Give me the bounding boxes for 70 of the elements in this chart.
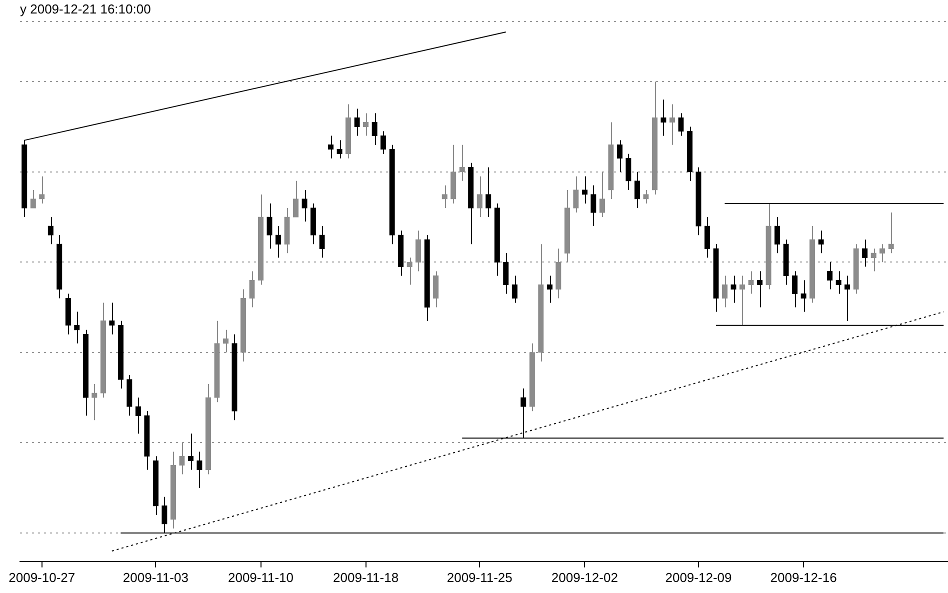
candlestick xyxy=(582,176,588,204)
candlestick xyxy=(292,180,299,218)
candlestick xyxy=(372,112,378,146)
candlestick xyxy=(756,270,763,308)
candlestick xyxy=(406,257,412,286)
candlestick xyxy=(109,302,115,335)
candlestick xyxy=(266,202,272,250)
candlestick xyxy=(512,275,518,304)
candlestick xyxy=(826,262,833,290)
candlestick xyxy=(354,108,360,136)
candlestick xyxy=(48,216,54,245)
candlestick xyxy=(616,140,623,172)
candlestick xyxy=(433,270,439,308)
candlestick xyxy=(222,329,229,353)
candlestick xyxy=(800,280,806,312)
x-tick-label: 2009-11-03 xyxy=(122,570,188,585)
candlestick xyxy=(818,230,824,254)
candlestick xyxy=(880,244,886,263)
candlestick xyxy=(626,153,632,190)
candlestick xyxy=(836,270,842,294)
candlestick xyxy=(599,171,606,218)
candlestick xyxy=(730,275,736,304)
candlestick xyxy=(748,270,754,294)
x-tick-label: 2009-11-10 xyxy=(228,570,294,585)
x-tick-label: 2009-12-09 xyxy=(665,570,732,585)
candlestick xyxy=(135,397,142,434)
candlestick xyxy=(442,184,448,209)
candlestick xyxy=(486,166,492,218)
candlestick xyxy=(179,442,185,475)
candlestick xyxy=(302,189,308,222)
x-tick-label: 2009-10-27 xyxy=(8,570,76,585)
candlestick xyxy=(862,239,868,268)
candlestick xyxy=(546,275,552,304)
candlestick xyxy=(722,275,728,308)
candlestick xyxy=(188,433,194,470)
candlestick xyxy=(39,176,45,204)
candlestick xyxy=(704,216,710,258)
candlestick xyxy=(669,104,676,146)
candlestick xyxy=(319,226,325,258)
candlestick xyxy=(380,130,386,154)
candlestick xyxy=(362,112,369,136)
x-tick-label: 2009-11-25 xyxy=(446,570,512,585)
candlestick xyxy=(844,275,850,322)
candlestick xyxy=(196,451,202,488)
candlestick xyxy=(643,189,649,204)
candlestick xyxy=(678,112,684,136)
x-tick-label: 2009-12-16 xyxy=(770,570,837,585)
chart-title: y 2009-12-21 16:10:00 xyxy=(20,1,151,16)
candlestick xyxy=(660,99,666,136)
candlestick xyxy=(888,212,894,254)
candlestick xyxy=(336,140,342,159)
candlestick xyxy=(30,189,36,209)
candlestick xyxy=(870,248,876,272)
candlestick xyxy=(74,311,80,344)
candlestick xyxy=(590,184,596,227)
candlestick xyxy=(92,384,98,421)
x-tick-label: 2009-11-18 xyxy=(333,570,399,585)
candlestick xyxy=(503,252,509,294)
candlestick xyxy=(573,176,579,214)
candlestick xyxy=(416,230,422,272)
candlestick xyxy=(792,270,798,308)
candlestick xyxy=(328,135,334,159)
candlestick xyxy=(739,275,746,326)
candlestick xyxy=(774,216,780,254)
candlestick xyxy=(249,270,255,308)
candlestick xyxy=(634,171,640,209)
candlestick xyxy=(476,176,482,218)
candlestick xyxy=(459,144,465,182)
candlestick xyxy=(275,226,282,258)
x-tick-label: 2009-12-02 xyxy=(551,570,618,585)
